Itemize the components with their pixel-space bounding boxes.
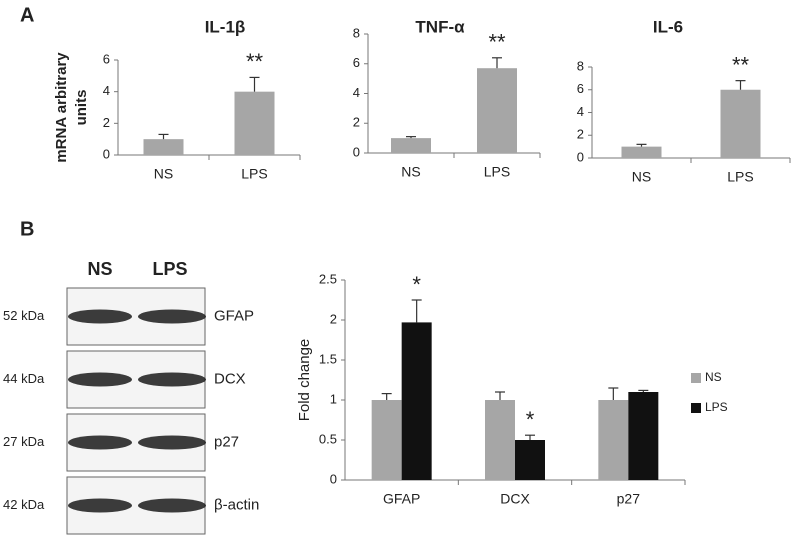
y-tick-label: 2 — [103, 115, 110, 130]
blot-band — [68, 498, 132, 513]
bar — [401, 322, 432, 480]
chart-title: TNF-α — [415, 17, 465, 36]
panel-label: B — [20, 218, 34, 240]
legend-label: LPS — [705, 400, 728, 414]
blot-band — [138, 372, 206, 387]
y-axis-label: Fold change — [296, 339, 313, 422]
bar — [628, 392, 659, 480]
blot-band — [68, 435, 132, 450]
x-tick-label: LPS — [484, 164, 510, 180]
y-tick-label: 4 — [353, 85, 360, 100]
error-bar — [411, 299, 422, 323]
blot-band — [138, 498, 206, 513]
error-bar — [158, 133, 169, 140]
y-tick-label: 6 — [103, 51, 110, 66]
y-tick-label: 6 — [577, 81, 584, 96]
x-tick-label: NS — [401, 164, 420, 180]
annotation: * — [526, 407, 535, 432]
bar — [720, 89, 761, 158]
bar — [391, 138, 431, 153]
legend-swatch — [691, 373, 701, 383]
chart-title: IL-6 — [653, 17, 683, 36]
error-bar — [406, 136, 416, 139]
x-tick-label: LPS — [727, 169, 753, 185]
bar — [621, 146, 662, 158]
protein-name: p27 — [214, 433, 239, 450]
y-tick-label: 4 — [103, 83, 110, 98]
chart-title: IL-1β — [205, 17, 246, 36]
panel-label: A — [20, 4, 34, 26]
bar — [371, 400, 402, 480]
y-axis-label: units — [73, 90, 90, 126]
legend-label: NS — [705, 370, 722, 384]
error-bar — [249, 76, 260, 92]
molecular-weight: 42 kDa — [3, 497, 45, 512]
x-tick-label: NS — [154, 166, 173, 182]
y-tick-label: 0 — [103, 146, 110, 161]
y-tick-label: 2 — [353, 115, 360, 130]
y-tick-label: 8 — [353, 25, 360, 40]
y-tick-label: 4 — [577, 104, 584, 119]
bar — [515, 440, 545, 480]
error-bar — [638, 389, 649, 392]
error-bar — [608, 387, 619, 400]
molecular-weight: 27 kDa — [3, 434, 45, 449]
error-bar — [495, 391, 505, 400]
lane-label: LPS — [152, 259, 187, 279]
x-tick-label: DCX — [500, 491, 530, 507]
y-tick-label: 0 — [577, 149, 584, 164]
bar — [234, 91, 275, 155]
annotation: ** — [488, 30, 506, 55]
molecular-weight: 44 kDa — [3, 371, 45, 386]
x-tick-label: NS — [632, 169, 651, 185]
y-tick-label: 0 — [353, 144, 360, 159]
blot-band — [68, 309, 132, 324]
bar — [143, 139, 184, 155]
error-bar — [636, 143, 647, 147]
error-bar — [735, 80, 746, 90]
lane-label: NS — [87, 259, 112, 279]
bar — [598, 400, 629, 480]
y-tick-label: 2 — [330, 311, 337, 326]
molecular-weight: 52 kDa — [3, 308, 45, 323]
annotation: ** — [246, 49, 264, 74]
y-tick-label: 2.5 — [319, 271, 337, 286]
error-bar — [525, 434, 535, 440]
error-bar — [381, 393, 392, 400]
y-tick-label: 0 — [330, 471, 337, 486]
y-axis-label: mRNA arbitrary — [53, 52, 70, 163]
y-tick-label: 0.5 — [319, 431, 337, 446]
error-bar — [492, 57, 502, 69]
x-tick-label: p27 — [617, 491, 641, 507]
blot-band — [68, 372, 132, 387]
protein-name: β-actin — [214, 496, 259, 513]
annotation: ** — [732, 52, 750, 77]
y-tick-label: 6 — [353, 55, 360, 70]
blot-band — [138, 435, 206, 450]
y-tick-label: 2 — [577, 127, 584, 142]
protein-name: GFAP — [214, 307, 254, 324]
legend-swatch — [691, 403, 701, 413]
bar — [485, 400, 515, 480]
protein-name: DCX — [214, 370, 246, 387]
y-tick-label: 1 — [330, 391, 337, 406]
bar — [477, 68, 517, 153]
y-tick-label: 1.5 — [319, 351, 337, 366]
x-tick-label: GFAP — [383, 491, 420, 507]
annotation: * — [412, 272, 421, 297]
y-tick-label: 8 — [577, 58, 584, 73]
x-tick-label: LPS — [241, 166, 267, 182]
blot-band — [138, 309, 206, 324]
